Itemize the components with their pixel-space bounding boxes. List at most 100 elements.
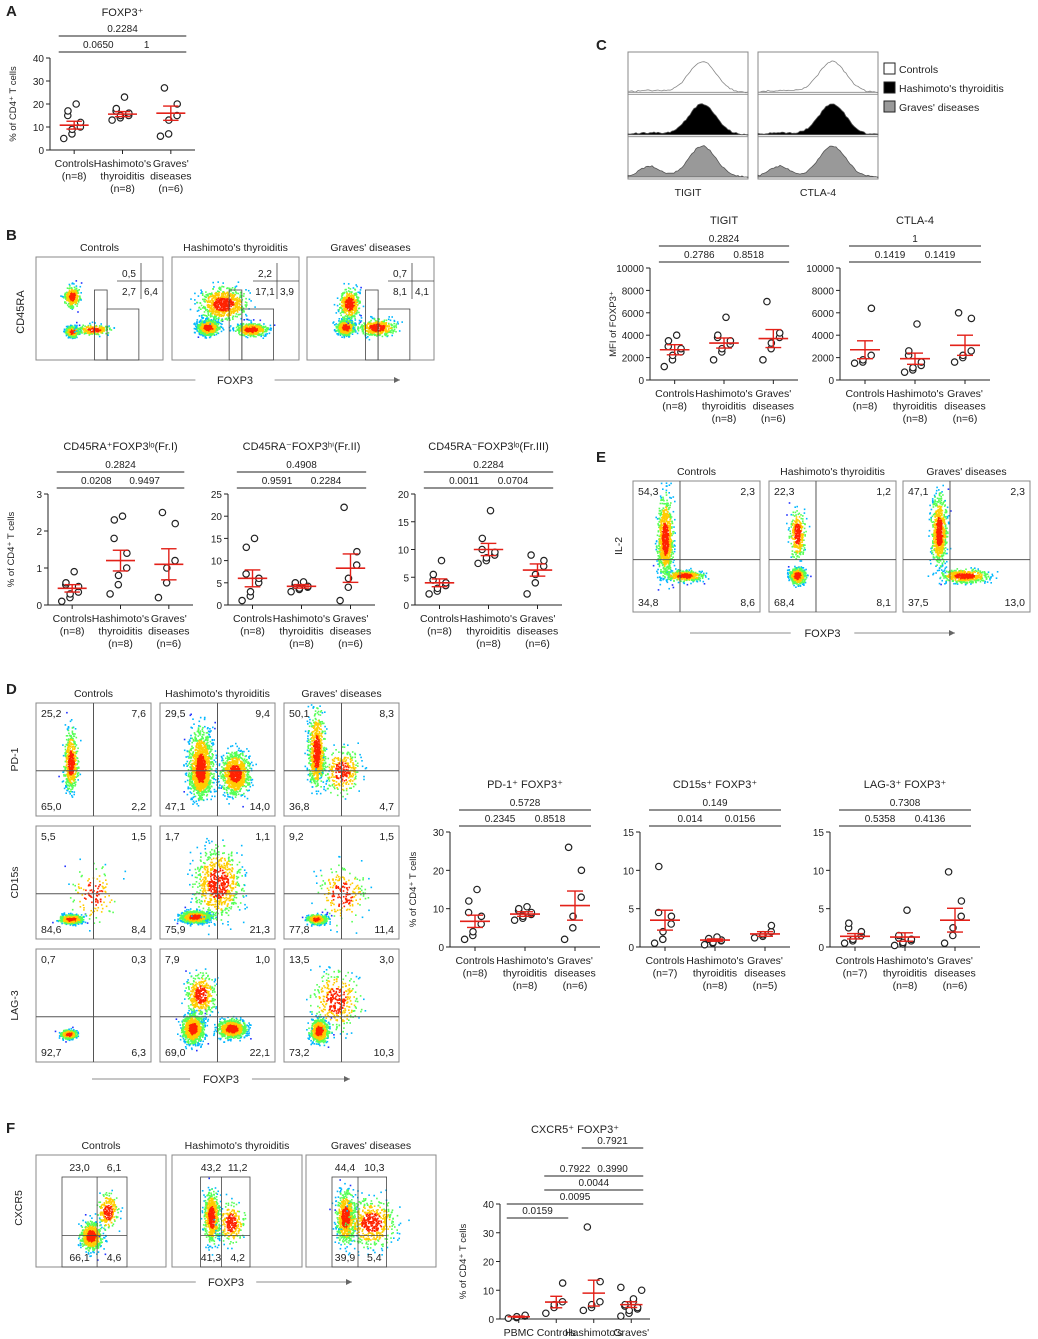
category-label: Hashimoto's	[886, 388, 943, 400]
quadrant-value: 8,3	[379, 708, 394, 720]
y-tick-label: 20	[398, 490, 410, 501]
gate-box	[200, 1176, 251, 1268]
quadrant-value: 2,3	[1010, 486, 1025, 498]
category-label: Controls	[420, 613, 459, 625]
flow-D-2-2: 13,5 3,0 73,2 10,3	[283, 948, 400, 1063]
category-label: diseases	[744, 968, 785, 980]
category-label: Hashimoto's	[695, 388, 752, 400]
dot-plot-C_ctla4: CTLA-40200040006000800010000Controls(n=8…	[806, 215, 990, 425]
category-label: thyroiditis	[883, 968, 927, 980]
flow-B-1: 2,2 17,1 3,9	[171, 256, 300, 361]
category-label: diseases	[554, 968, 595, 980]
category-label: Hashimoto's	[565, 1327, 622, 1339]
p-value-label: 1	[912, 234, 918, 245]
data-point	[596, 1297, 604, 1306]
gate-box	[106, 308, 140, 361]
category-label: Graves'	[937, 955, 973, 967]
y-tick-label: 0	[216, 601, 222, 612]
y-tick-label: 10000	[806, 264, 834, 275]
p-value-label: 0.0095	[560, 1192, 591, 1203]
gate-box	[241, 308, 275, 361]
category-label: Controls	[537, 1327, 576, 1339]
data-point	[844, 919, 853, 928]
flow-B-x-axis: FOXP3	[70, 375, 400, 387]
plot-title: TIGIT	[710, 215, 738, 227]
data-point	[120, 93, 129, 101]
data-point	[158, 508, 167, 517]
category-label: diseases	[150, 171, 191, 183]
p-value-label: 0.8518	[535, 814, 566, 825]
arrow-head	[346, 1279, 352, 1285]
data-point	[118, 512, 127, 521]
category-label: Controls	[233, 613, 272, 625]
quadrant-value: 8,6	[740, 597, 755, 609]
data-point	[242, 543, 251, 552]
data-point	[160, 84, 169, 92]
y-tick-label: 20	[211, 512, 223, 523]
quadrant-value: 29,5	[165, 708, 186, 720]
data-point	[913, 320, 921, 328]
y-tick-label: 20	[433, 866, 445, 877]
category-label: (n=8)	[427, 626, 452, 638]
histogram-label: TIGIT	[675, 187, 702, 199]
data-point	[660, 362, 669, 371]
quadrant-value: 2,2	[258, 269, 272, 280]
histogram-trace	[627, 145, 749, 179]
category-label: (n=6)	[158, 183, 183, 195]
plot-title: PD-1⁺ FOXP3⁺	[487, 779, 563, 791]
quadrant-value: 11,4	[374, 924, 394, 936]
histogram-trace	[757, 103, 879, 136]
quadrant-value: 41,3	[201, 1252, 222, 1264]
data-point	[114, 580, 123, 589]
p-value-label: 0.2284	[473, 460, 504, 471]
axis-label: FOXP3	[804, 628, 840, 640]
flow-title: Graves' diseases	[926, 466, 1006, 478]
category-label: (n=8)	[463, 968, 488, 980]
p-value-label: 0.4908	[286, 460, 317, 471]
y-tick-label: 5	[216, 579, 222, 590]
histogram-label: CTLA-4	[800, 187, 836, 199]
p-value-label: 0.3990	[597, 1164, 628, 1175]
histogram-0	[627, 51, 749, 180]
category-label: Graves'	[333, 613, 369, 625]
y-tick-label: 2000	[812, 354, 835, 365]
category-label: PBMC	[504, 1327, 535, 1339]
y-tick-label: 15	[398, 518, 410, 529]
y-tick-label: 5	[628, 905, 634, 916]
data-point	[617, 1283, 625, 1292]
data-point	[568, 924, 577, 932]
y-tick-label: 6000	[622, 309, 645, 320]
data-point	[596, 1277, 604, 1286]
histogram-trace	[757, 60, 879, 94]
data-point	[558, 1279, 567, 1287]
dot-plot-D_lag3: LAG-3⁺ FOXP3⁺ 0 5 10 15 Controls(n=7) Hashimot…	[813, 779, 980, 992]
category-label: Controls	[455, 955, 494, 967]
flow-title: Graves' diseases	[301, 688, 381, 700]
category-label: thyroiditis	[702, 401, 746, 413]
quadrant-value: 23,0	[69, 1162, 90, 1174]
data-point	[617, 1312, 625, 1320]
category-label: diseases	[934, 968, 975, 980]
data-point	[940, 939, 949, 947]
data-point	[950, 358, 959, 366]
quadrant-value: 34,8	[638, 597, 659, 609]
p-value-label: 0.2824	[105, 460, 136, 471]
quadrant-value: 21,3	[250, 924, 271, 936]
flow-F-x-axis: FOXP3	[100, 1277, 352, 1289]
quadrant-value: 3,0	[379, 954, 394, 966]
data-point	[954, 308, 963, 317]
category-label: (n=8)	[476, 638, 501, 650]
data-point	[154, 593, 163, 602]
plot-frame	[35, 256, 164, 361]
quadrant-value: 22,3	[774, 486, 795, 498]
data-point	[108, 116, 116, 124]
axis-label: FOXP3	[217, 375, 253, 387]
data-point	[164, 130, 173, 138]
quadrant-value: 2,2	[131, 801, 146, 813]
quadrant-value: 0,3	[131, 954, 146, 966]
quadrant-value: 4,2	[230, 1252, 245, 1264]
axis-label: LAG-3	[9, 990, 21, 1021]
p-value-label: 0.5728	[510, 798, 541, 809]
p-value-label: 0.7922	[560, 1164, 591, 1175]
legend-swatch	[883, 100, 896, 113]
